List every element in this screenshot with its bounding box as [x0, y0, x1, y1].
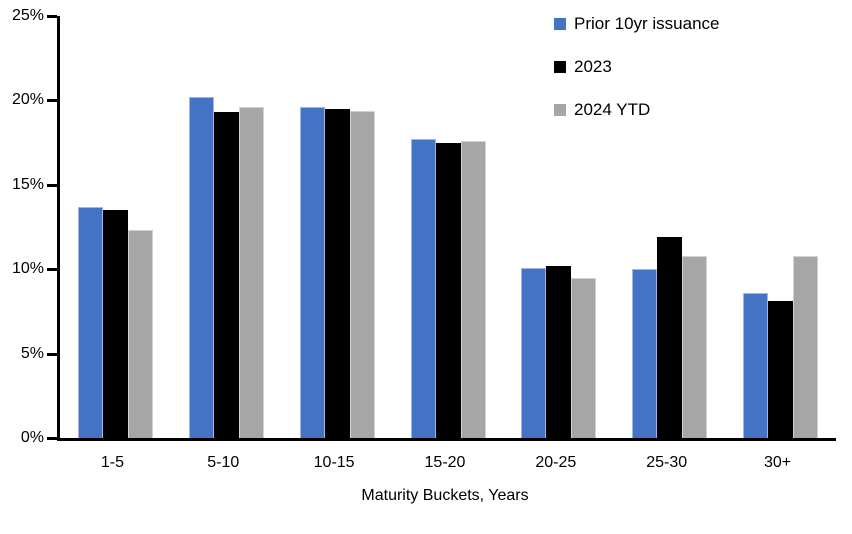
x-tick-label-30+: 30+ — [763, 454, 792, 471]
legend-label: 2024 YTD — [574, 100, 651, 119]
legend-label: Prior 10yr issuance — [574, 14, 720, 33]
bar-2023-1-5 — [102, 210, 128, 438]
bar-prior-10yr-issuance-1-5 — [77, 206, 103, 438]
bar-2023-30+ — [768, 301, 794, 438]
y-tick-label: 25% — [11, 7, 44, 24]
legend-label: 2023 — [574, 57, 612, 76]
x-tick-label-25-30: 25-30 — [646, 454, 688, 471]
bar-2023-15-20 — [435, 142, 461, 438]
bar-2023-5-10 — [213, 112, 239, 438]
x-tick-label-5-10: 5-10 — [207, 454, 240, 471]
bar-2024-ytd-10-15 — [349, 110, 375, 438]
bar-2024-ytd-20-25 — [571, 277, 597, 438]
bar-prior-10yr-issuance-15-20 — [410, 139, 436, 438]
y-tick-label: 5% — [20, 344, 44, 362]
y-tick-mark — [47, 352, 57, 356]
bar-prior-10yr-issuance-20-25 — [521, 267, 547, 438]
bar-prior-10yr-issuance-10-15 — [299, 107, 325, 438]
y-tick-mark — [47, 437, 57, 440]
bar-2024-ytd-1-5 — [127, 230, 153, 438]
y-tick-label: 10% — [11, 260, 44, 278]
legend-swatch-icon — [554, 61, 566, 73]
bar-2024-ytd-5-10 — [238, 107, 264, 438]
legend-item: 2024 YTD — [554, 100, 720, 120]
bar-2023-25-30 — [657, 237, 683, 438]
bar-2023-20-25 — [546, 265, 572, 438]
legend-swatch-icon — [554, 104, 566, 116]
x-tick-label-10-15: 10-15 — [313, 454, 355, 471]
bar-prior-10yr-issuance-5-10 — [188, 97, 214, 438]
y-tick-label: 20% — [11, 91, 44, 109]
y-tick-mark — [47, 15, 57, 18]
x-axis-title: Maturity Buckets, Years — [361, 487, 529, 504]
y-tick-label: 0% — [20, 429, 44, 446]
legend: Prior 10yr issuance 2023 2024 YTD — [554, 14, 720, 143]
legend-item: 2023 — [554, 57, 720, 77]
x-tick-label-15-20: 15-20 — [424, 454, 466, 471]
bar-2024-ytd-30+ — [793, 255, 819, 438]
legend-item: Prior 10yr issuance — [554, 14, 720, 34]
y-tick-mark — [47, 99, 57, 103]
bar-2024-ytd-15-20 — [460, 140, 486, 438]
y-tick-mark — [47, 268, 57, 272]
x-tick-label-20-25: 20-25 — [535, 454, 577, 471]
bar-2024-ytd-25-30 — [682, 255, 708, 438]
x-tick-label-1-5: 1-5 — [100, 454, 124, 471]
bar-prior-10yr-issuance-30+ — [743, 292, 769, 438]
bar-2023-10-15 — [324, 108, 350, 438]
bar-prior-10yr-issuance-25-30 — [632, 269, 658, 438]
plot-area — [57, 16, 836, 441]
y-tick-mark — [47, 183, 57, 187]
y-tick-label: 15% — [11, 175, 44, 193]
legend-swatch-icon — [554, 18, 566, 30]
